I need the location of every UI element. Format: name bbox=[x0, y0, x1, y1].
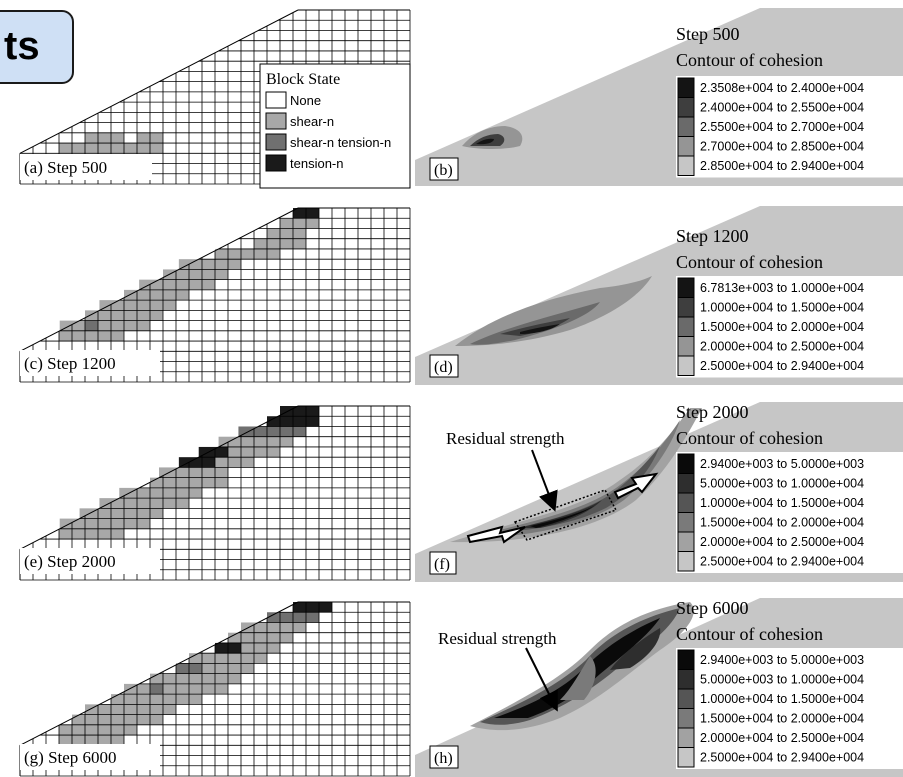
contour-legend-swatch bbox=[677, 649, 695, 670]
contour-legend-label: 2.9400e+003 to 5.0000e+003 bbox=[700, 653, 864, 667]
contour-legend-label: 2.0000e+004 to 2.5000e+004 bbox=[700, 340, 864, 354]
contour-legend-label: 5.0000e+003 to 1.0000e+004 bbox=[700, 673, 864, 687]
contour-legend-label: 2.5000e+004 to 2.9400e+004 bbox=[700, 359, 864, 373]
contour-legend-swatch bbox=[677, 747, 695, 768]
contour-legend-label: 2.5000e+004 to 2.9400e+004 bbox=[700, 751, 864, 765]
svg-text:(b): (b) bbox=[434, 162, 453, 179]
contour-legend-swatch bbox=[677, 708, 695, 729]
svg-text:(c) Step 1200: (c) Step 1200 bbox=[24, 354, 116, 373]
annotation-residual-f: Residual strength bbox=[446, 429, 565, 448]
contour-legend-label: 5.0000e+003 to 1.0000e+004 bbox=[700, 477, 864, 491]
contour-legend-label: 2.5000e+004 to 2.9400e+004 bbox=[700, 555, 864, 569]
contour-legend-b: 2.3508e+004 to 2.4000e+004 2.4000e+004 to… bbox=[676, 76, 903, 178]
contour-legend-label: 1.0000e+004 to 1.5000e+004 bbox=[700, 301, 864, 315]
contour-legend-swatch bbox=[677, 492, 695, 513]
contour-legend-swatch bbox=[677, 473, 695, 494]
panel-label-f: (f) bbox=[429, 551, 457, 575]
panel-label-a: (a) Step 500 bbox=[20, 154, 152, 180]
step-title-d: Step 1200 bbox=[676, 226, 749, 246]
mesh-panel-c bbox=[19, 207, 411, 383]
contour-legend-label: 2.4000e+004 to 2.5500e+004 bbox=[700, 101, 864, 115]
block-legend-swatch bbox=[265, 91, 287, 109]
contour-legend-label: 2.0000e+004 to 2.5000e+004 bbox=[700, 731, 864, 745]
panel-label-d: (d) bbox=[429, 354, 459, 378]
panel-label-h: (h) bbox=[429, 745, 459, 769]
contour-title-d: Contour of cohesion bbox=[676, 252, 823, 272]
contour-legend-label: 2.7000e+004 to 2.8500e+004 bbox=[700, 140, 864, 154]
contour-legend-label: 1.0000e+004 to 1.5000e+004 bbox=[700, 496, 864, 510]
contour-legend-swatch bbox=[677, 453, 695, 474]
block-legend-label: shear-n tension-n bbox=[290, 135, 391, 150]
step-title-h: Step 6000 bbox=[676, 598, 749, 618]
svg-text:(g) Step 6000: (g) Step 6000 bbox=[24, 748, 117, 767]
title-badge: ts bbox=[0, 10, 74, 84]
block-legend-label: None bbox=[290, 93, 321, 108]
panel-label-c: (c) Step 1200 bbox=[20, 350, 160, 376]
contour-legend-swatch bbox=[677, 669, 695, 690]
contour-legend-swatch bbox=[677, 355, 695, 376]
panel-label-e: (e) Step 2000 bbox=[20, 548, 160, 574]
block-state-legend: Block State None shear-n shear-n tension-n… bbox=[259, 63, 411, 189]
contour-legend-swatch bbox=[677, 336, 695, 357]
contour-legend-label: 1.5000e+004 to 2.0000e+004 bbox=[700, 712, 864, 726]
contour-legend-swatch bbox=[677, 688, 695, 709]
contour-legend-swatch bbox=[677, 277, 695, 298]
block-legend-label: shear-n bbox=[290, 114, 334, 129]
annotation-residual-h: Residual strength bbox=[438, 629, 557, 648]
svg-text:(f): (f) bbox=[434, 556, 450, 573]
svg-text:(d): (d) bbox=[434, 359, 453, 376]
step-title-b: Step 500 bbox=[676, 24, 740, 44]
contour-legend-f: 2.9400e+003 to 5.0000e+003 5.0000e+003 to… bbox=[676, 452, 903, 573]
contour-legend-swatch bbox=[677, 97, 695, 118]
contour-legend-swatch bbox=[677, 316, 695, 337]
contour-legend-label: 6.7813e+003 to 1.0000e+004 bbox=[700, 281, 864, 295]
contour-legend-h: 2.9400e+003 to 5.0000e+003 5.0000e+003 to… bbox=[676, 648, 903, 769]
panel-label-g: (g) Step 6000 bbox=[20, 744, 160, 770]
step-title-f: Step 2000 bbox=[676, 402, 749, 422]
contour-legend-swatch bbox=[677, 136, 695, 157]
contour-legend-swatch bbox=[677, 77, 695, 98]
contour-legend-label: 2.8500e+004 to 2.9400e+004 bbox=[700, 159, 864, 173]
block-legend-title: Block State bbox=[266, 71, 340, 88]
contour-legend-d: 6.7813e+003 to 1.0000e+004 1.0000e+004 to… bbox=[676, 276, 903, 378]
contour-legend-label: 1.5000e+004 to 2.0000e+004 bbox=[700, 320, 864, 334]
contour-legend-swatch bbox=[677, 512, 695, 533]
panel-label-b: (b) bbox=[429, 157, 459, 181]
contour-title-h: Contour of cohesion bbox=[676, 624, 823, 644]
contour-legend-label: 2.0000e+004 to 2.5000e+004 bbox=[700, 535, 864, 549]
contour-title-b: Contour of cohesion bbox=[676, 50, 823, 70]
contour-legend-swatch bbox=[677, 551, 695, 572]
block-legend-label: tension-n bbox=[290, 156, 343, 171]
svg-text:(a) Step 500: (a) Step 500 bbox=[24, 158, 107, 177]
contour-title-f: Contour of cohesion bbox=[676, 428, 823, 448]
contour-legend-label: 1.5000e+004 to 2.0000e+004 bbox=[700, 516, 864, 530]
block-legend-swatch bbox=[265, 133, 287, 151]
contour-legend-swatch bbox=[677, 116, 695, 137]
block-legend-swatch bbox=[265, 154, 287, 172]
svg-text:(e) Step 2000: (e) Step 2000 bbox=[24, 552, 116, 571]
contour-legend-swatch bbox=[677, 727, 695, 748]
contour-legend-label: 2.3508e+004 to 2.4000e+004 bbox=[700, 81, 864, 95]
contour-legend-label: 2.9400e+003 to 5.0000e+003 bbox=[700, 457, 864, 471]
title-badge-text: ts bbox=[4, 24, 40, 68]
contour-legend-swatch bbox=[677, 155, 695, 176]
contour-legend-label: 1.0000e+004 to 1.5000e+004 bbox=[700, 692, 864, 706]
contour-legend-swatch bbox=[677, 297, 695, 318]
contour-legend-label: 2.5500e+004 to 2.7000e+004 bbox=[700, 120, 864, 134]
block-legend-swatch bbox=[265, 112, 287, 130]
contour-legend-swatch bbox=[677, 531, 695, 552]
svg-text:(h): (h) bbox=[434, 750, 453, 767]
